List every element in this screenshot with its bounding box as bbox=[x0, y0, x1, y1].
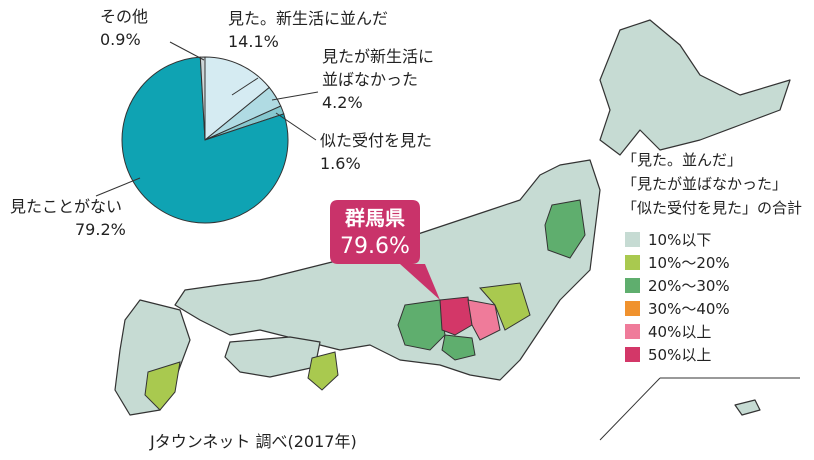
tochigi bbox=[467, 299, 501, 341]
legend-title: 「似た受付を見た」の合計 bbox=[622, 199, 802, 217]
legend-swatch bbox=[625, 347, 640, 362]
legend-label: 50%以上 bbox=[648, 346, 711, 364]
source: Jタウンネット 調べ(2017年) bbox=[149, 432, 357, 451]
pie-slice bbox=[204, 56, 270, 142]
pie-label: その他 bbox=[100, 7, 148, 26]
gunma bbox=[439, 296, 473, 336]
callout-value: 79.6% bbox=[340, 234, 410, 259]
hokkaido bbox=[599, 19, 791, 156]
miyagi bbox=[544, 199, 586, 259]
legend-label: 30%～40% bbox=[648, 300, 730, 318]
miyazaki bbox=[144, 361, 181, 411]
legend-title: 「見たが並ばなかった」 bbox=[622, 175, 787, 193]
legend-label: 10%以下 bbox=[648, 231, 711, 249]
pie-label: 見た。新生活に並んだ bbox=[228, 9, 388, 28]
legend-label: 10%～20% bbox=[648, 254, 730, 272]
leader-line bbox=[271, 91, 319, 101]
pie-label: 似た受付を見た bbox=[320, 131, 432, 150]
inset-frame bbox=[599, 377, 661, 441]
pie-value-label: 4.2% bbox=[322, 93, 363, 112]
pie-slice bbox=[199, 56, 206, 141]
legend: 「見た。並んだ」「見たが並ばなかった」「似た受付を見た」の合計 10%以下 10%～… bbox=[622, 151, 802, 364]
pie-label: 見たが新生活に並ばなかった bbox=[322, 47, 434, 89]
legend-swatch bbox=[625, 301, 640, 316]
pie-chart: 見た。新生活に並んだ 14.1% 見たが新生活に並ばなかった 4.2% 似た受付を見た 1… bbox=[10, 7, 434, 239]
okinawa bbox=[734, 399, 761, 416]
legend-swatch bbox=[625, 255, 640, 270]
pie-slice bbox=[121, 56, 289, 224]
pie-value-label: 79.2% bbox=[75, 220, 126, 239]
pie-label: 見たことがない bbox=[10, 197, 122, 216]
legend-swatch bbox=[625, 324, 640, 339]
legend-label: 40%以上 bbox=[648, 323, 711, 341]
pie-value-label: 14.1% bbox=[228, 32, 279, 51]
leader-line bbox=[95, 177, 141, 197]
wakayama bbox=[307, 351, 339, 391]
leader-line bbox=[169, 41, 205, 61]
pie-value-label: 0.9% bbox=[100, 30, 141, 49]
ibaraki bbox=[478, 282, 531, 331]
leader-line bbox=[275, 112, 317, 141]
legend-swatch bbox=[625, 278, 640, 293]
yamanashi bbox=[441, 334, 476, 361]
shikoku bbox=[224, 336, 321, 378]
legend-swatch bbox=[625, 232, 640, 247]
leader-line bbox=[231, 77, 259, 96]
pie-value-label: 1.6% bbox=[320, 154, 361, 173]
nagano bbox=[397, 299, 446, 351]
callout-box bbox=[330, 200, 440, 300]
callout-name: 群馬県 bbox=[344, 206, 405, 230]
callout: 群馬県 79.6% bbox=[330, 200, 440, 300]
legend-label: 20%～30% bbox=[648, 277, 730, 295]
legend-title: 「見た。並んだ」 bbox=[622, 151, 742, 169]
japan-map bbox=[114, 19, 800, 441]
